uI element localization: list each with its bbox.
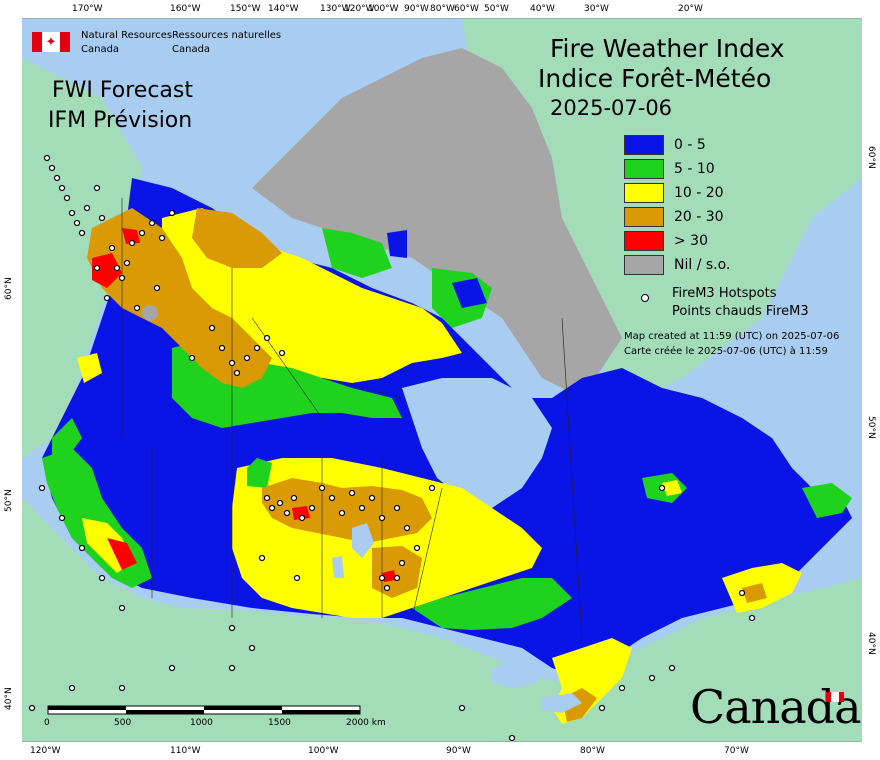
axis-bottom-label: 100°W (308, 746, 339, 756)
legend-swatch (624, 207, 664, 227)
axis-top-label: 40°W (530, 4, 555, 14)
scale-bar (47, 705, 361, 715)
axis-bottom-label: 80°W (580, 746, 605, 756)
axis-top-label: 170°W (72, 4, 103, 14)
legend-swatch (624, 183, 664, 203)
scale-label-0: 0 (44, 718, 50, 728)
legend-label: 5 - 10 (674, 161, 715, 177)
wordmark-flag-icon (826, 692, 844, 702)
axis-top-label: 160°W (170, 4, 201, 14)
axis-top-label: 30°W (584, 4, 609, 14)
legend-swatch (624, 159, 664, 179)
axis-top-label: 50°W (484, 4, 509, 14)
axis-bottom-label: 110°W (170, 746, 201, 756)
scale-label-2000: 2000 km (346, 718, 386, 728)
title-date: 2025-07-06 (550, 96, 673, 120)
canada-wordmark: Canada (690, 680, 862, 734)
legend-item: 0 - 5 (624, 135, 706, 155)
scale-label-1500: 1500 (268, 718, 291, 728)
agency-en-line2: Canada (81, 44, 120, 55)
arctic-islands (252, 48, 622, 398)
axis-right-label: 40°N (866, 632, 876, 655)
legend-item: > 30 (624, 231, 708, 251)
created-en: Map created at 11:59 (UTC) on 2025-07-06 (624, 331, 840, 342)
legend-swatch (624, 135, 664, 155)
map-canvas (22, 18, 862, 742)
axis-top-label: 100°W (368, 4, 399, 14)
legend-label: 0 - 5 (674, 137, 706, 153)
agency-en-line1: Natural Resources (81, 30, 173, 41)
axis-left-label: 40°N (4, 687, 14, 710)
alaska (22, 58, 142, 458)
axis-right-label: 60°N (866, 146, 876, 169)
axis-top-label: 20°W (678, 4, 703, 14)
legend-label: 20 - 30 (674, 209, 724, 225)
hotspots (28, 154, 756, 742)
axis-bottom-label: 70°W (724, 746, 749, 756)
axis-top-label: 130°W (320, 4, 351, 14)
agency-fr-line1: Ressources naturelles (172, 30, 282, 41)
axis-top-label: 60°W (454, 4, 479, 14)
canada-flag-icon: ✦ (32, 32, 70, 52)
legend-swatch (624, 231, 664, 251)
legend-item: 20 - 30 (624, 207, 724, 227)
legend-swatch (624, 255, 664, 275)
legend-label: Nil / s.o. (674, 257, 731, 273)
created-fr: Carte créée le 2025-07-06 (UTC) à 11:59 (624, 346, 828, 357)
hotspot-label-en: FireM3 Hotspots (672, 286, 777, 301)
axis-bottom-label: 90°W (446, 746, 471, 756)
legend-label: > 30 (674, 233, 708, 249)
product-line2: IFM Prévision (48, 108, 193, 133)
title-line2: Indice Forêt-Météo (538, 64, 772, 93)
title-line1: Fire Weather Index (550, 34, 785, 63)
hudson-bay (402, 378, 552, 508)
scale-label-500: 500 (114, 718, 132, 728)
hotspot-label-fr: Points chauds FireM3 (672, 304, 809, 319)
axis-top-label: 90°W (404, 4, 429, 14)
axis-right-label: 50°N (866, 416, 876, 439)
legend-label: 10 - 20 (674, 185, 724, 201)
axis-top-label: 120°W (344, 4, 375, 14)
legend-item: 10 - 20 (624, 183, 724, 203)
legend-item: Nil / s.o. (624, 255, 730, 275)
axis-left-label: 50°N (4, 489, 14, 512)
product-line1: FWI Forecast (52, 78, 193, 103)
hotspot-marker-icon (641, 294, 649, 302)
legend-item: 5 - 10 (624, 159, 715, 179)
axis-left-label: 60°N (4, 277, 14, 300)
axis-top-label: 150°W (230, 4, 261, 14)
map-frame: ✦ Natural Resources Canada Ressources na… (22, 18, 862, 742)
axis-bottom-label: 120°W (30, 746, 61, 756)
axis-top-label: 140°W (268, 4, 299, 14)
axis-top-label: 80°W (430, 4, 455, 14)
agency-fr-line2: Canada (172, 44, 211, 55)
scale-label-1000: 1000 (190, 718, 213, 728)
